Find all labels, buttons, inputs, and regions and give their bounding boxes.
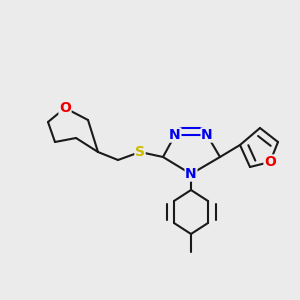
Text: O: O xyxy=(59,101,71,115)
Text: O: O xyxy=(264,155,276,169)
Text: N: N xyxy=(185,167,197,181)
Text: S: S xyxy=(135,145,145,159)
Text: N: N xyxy=(169,128,181,142)
Text: N: N xyxy=(201,128,213,142)
